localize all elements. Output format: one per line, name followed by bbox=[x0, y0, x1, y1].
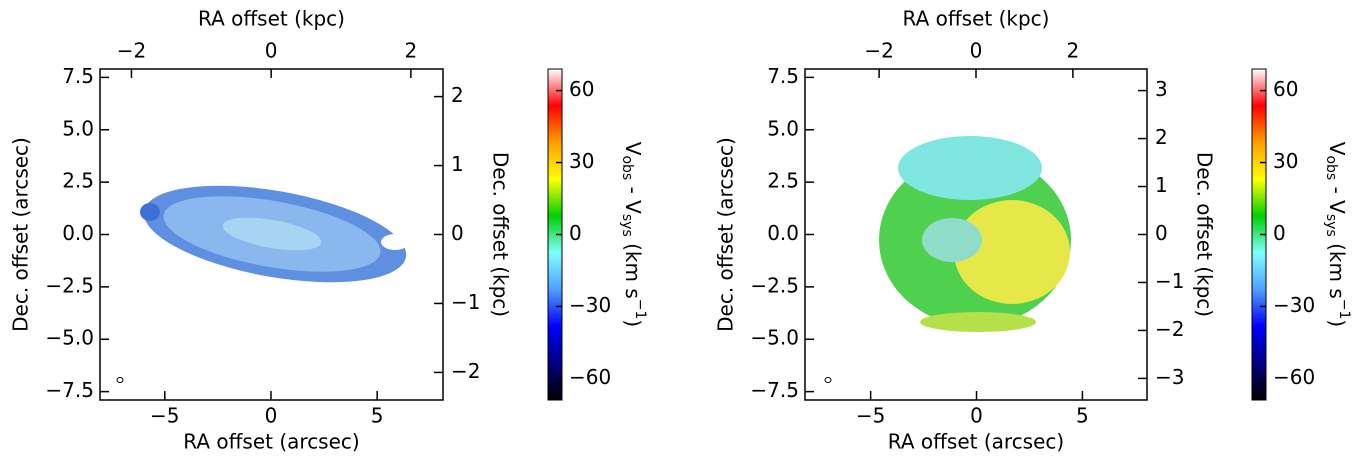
gap bbox=[381, 234, 409, 250]
x-tick-label: 5 bbox=[1076, 404, 1089, 428]
colorbar-label-part: - V bbox=[1326, 180, 1350, 214]
colorbar-label-part: ) bbox=[622, 319, 646, 327]
colorbar-tick-label: 30 bbox=[1273, 149, 1298, 173]
y-tick-label: 0.0 bbox=[62, 221, 94, 245]
x2-axis-label: RA offset (kpc) bbox=[903, 7, 1050, 31]
y-axis-label: Dec. offset (arcsec) bbox=[714, 137, 738, 332]
y2-tick-label: 2 bbox=[451, 83, 464, 107]
colorbar-label-part: (km s bbox=[622, 237, 646, 299]
colorbar-tick-label: 0 bbox=[1273, 221, 1286, 245]
y2-tick-label: −2 bbox=[451, 359, 480, 383]
y-tick-label: −5.0 bbox=[45, 326, 94, 350]
x-tick-label: 0 bbox=[265, 404, 278, 428]
beam bbox=[116, 377, 124, 383]
y-tick-label: 0.0 bbox=[767, 221, 799, 245]
colorbar-tick-label: 60 bbox=[1273, 77, 1298, 101]
x-tick-label: 0 bbox=[970, 404, 983, 428]
y-tick-label: −7.5 bbox=[45, 378, 94, 402]
x-axis-label: RA offset (arcsec) bbox=[888, 430, 1064, 454]
colorbar-tick-label: −30 bbox=[1273, 293, 1315, 317]
colorbar-tick-label: −60 bbox=[569, 365, 611, 389]
y2-tick-label: 0 bbox=[1155, 221, 1168, 245]
arm bbox=[920, 312, 1036, 332]
y2-tick-label: 1 bbox=[1155, 173, 1168, 197]
y2-tick-label: 1 bbox=[451, 152, 464, 176]
y-tick-label: −5.0 bbox=[750, 326, 799, 350]
x-axis-label: RA offset (arcsec) bbox=[183, 430, 359, 454]
y-tick-label: 2.5 bbox=[62, 169, 94, 193]
colorbar-label-part: V bbox=[1326, 142, 1350, 156]
colorbar-tick-label: −60 bbox=[1273, 365, 1315, 389]
x-tick-label: 5 bbox=[371, 404, 384, 428]
disk-core bbox=[222, 217, 322, 251]
colorbar-label-part: −1 bbox=[1336, 299, 1352, 320]
colorbar-tick-label: 0 bbox=[569, 221, 582, 245]
velocity-map bbox=[116, 185, 409, 383]
disk-north bbox=[898, 136, 1042, 200]
colorbar-label-part: sys bbox=[619, 214, 635, 237]
y2-tick-label: 2 bbox=[1155, 125, 1168, 149]
y-tick-label: 7.5 bbox=[62, 64, 94, 88]
colorbar-label-part: V bbox=[622, 142, 646, 156]
x-tick-label: −5 bbox=[150, 404, 179, 428]
y-tick-label: 5.0 bbox=[62, 116, 94, 140]
y-tick-label: 5.0 bbox=[767, 116, 799, 140]
colorbar-label-part: obs bbox=[619, 155, 635, 180]
y-tick-label: 2.5 bbox=[767, 169, 799, 193]
colorbar-tick-label: 60 bbox=[569, 77, 594, 101]
x2-tick-label: 0 bbox=[970, 39, 983, 63]
colorbar-label: Vobs - Vsys (km s−1) bbox=[1323, 142, 1352, 327]
y2-tick-label: −1 bbox=[1155, 269, 1184, 293]
y2-tick-label: −3 bbox=[1155, 365, 1184, 389]
x2-tick-label: −2 bbox=[117, 39, 146, 63]
colorbar-label-part: obs bbox=[1323, 155, 1339, 180]
y2-axis-label: Dec. offset (kpc) bbox=[489, 152, 513, 317]
y-tick-label: −2.5 bbox=[750, 273, 799, 297]
y2-tick-label: 3 bbox=[1155, 77, 1168, 101]
colorbar-label-part: - V bbox=[622, 180, 646, 214]
y-tick-label: −2.5 bbox=[45, 273, 94, 297]
colorbar-tick-label: 30 bbox=[569, 149, 594, 173]
y2-tick-label: −1 bbox=[451, 290, 480, 314]
x2-axis-label: RA offset (kpc) bbox=[198, 7, 345, 31]
colorbar-label-part: sys bbox=[1323, 214, 1339, 237]
colorbar-label-part: ) bbox=[1326, 319, 1350, 327]
colorbar-label-part: (km s bbox=[1326, 237, 1350, 299]
y-tick-label: −7.5 bbox=[750, 378, 799, 402]
colorbar-label: Vobs - Vsys (km s−1) bbox=[619, 142, 648, 327]
disk-edge bbox=[140, 203, 160, 221]
x2-tick-label: −2 bbox=[864, 39, 893, 63]
disk-core bbox=[922, 218, 982, 262]
x2-tick-label: 2 bbox=[404, 39, 417, 63]
y-tick-label: 7.5 bbox=[767, 64, 799, 88]
colorbar-tick-label: −30 bbox=[569, 293, 611, 317]
y-axis-label: Dec. offset (arcsec) bbox=[9, 137, 33, 332]
y2-tick-label: 0 bbox=[451, 221, 464, 245]
beam bbox=[824, 377, 832, 383]
y2-axis-label: Dec. offset (kpc) bbox=[1193, 152, 1217, 317]
x2-tick-label: 2 bbox=[1067, 39, 1080, 63]
x2-tick-label: 0 bbox=[265, 39, 278, 63]
x-tick-label: −5 bbox=[856, 404, 885, 428]
velocity-map bbox=[824, 136, 1071, 383]
disk-east bbox=[954, 200, 1070, 304]
colorbar-label-part: −1 bbox=[632, 299, 648, 320]
y2-tick-label: −2 bbox=[1155, 317, 1184, 341]
